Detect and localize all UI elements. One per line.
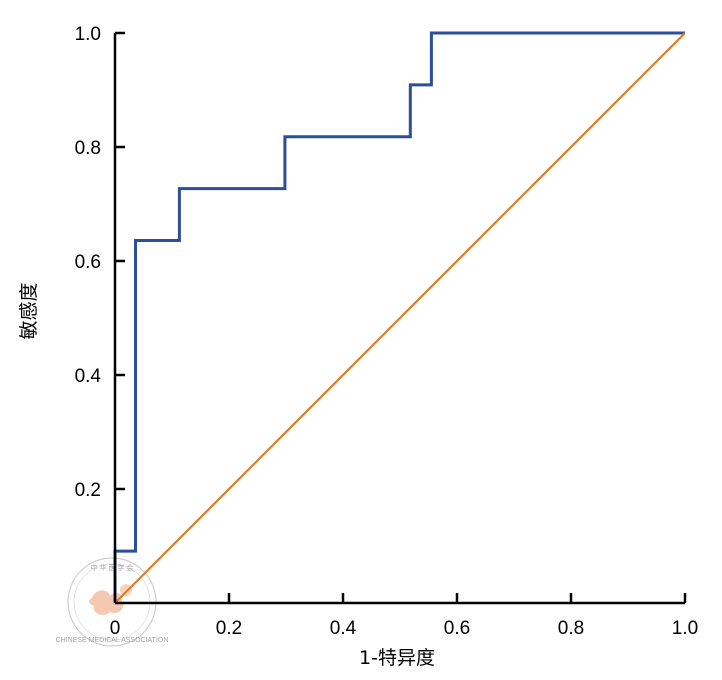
association-seal-watermark: 中 华 医 学 会 CHINESE MEDICAL ASSOCIATION xyxy=(56,557,169,647)
svg-text:CHINESE MEDICAL ASSOCIATION: CHINESE MEDICAL ASSOCIATION xyxy=(56,637,169,644)
series-layer xyxy=(113,31,686,604)
reference-diagonal-line xyxy=(114,32,686,604)
y-tick-label: 0.2 xyxy=(75,480,101,501)
x-tick-label: 0.4 xyxy=(330,618,357,639)
x-tick-label: 0 xyxy=(110,618,121,639)
x-tick-label: 0.2 xyxy=(216,618,242,639)
y-tick-label: 1.0 xyxy=(75,24,101,45)
x-tick-label: 0.8 xyxy=(558,618,584,639)
y-tick-label: 0.6 xyxy=(75,252,101,273)
y-axis-title: 敏感度 xyxy=(18,282,40,339)
y-tick-label: 0.4 xyxy=(75,366,102,387)
x-ticks: 0 0.2 0.4 0.6 0.8 1.0 xyxy=(110,593,698,639)
x-tick-label: 0.6 xyxy=(444,618,470,639)
x-axis-title: 1-特异度 xyxy=(359,647,435,669)
roc-curve-line xyxy=(113,31,685,603)
x-tick-label: 1.0 xyxy=(672,618,698,639)
y-ticks: 0.2 0.4 0.6 0.8 1.0 xyxy=(75,24,125,501)
y-tick-label: 0.8 xyxy=(75,138,101,159)
svg-text:中 华 医 学 会: 中 华 医 学 会 xyxy=(91,563,134,572)
